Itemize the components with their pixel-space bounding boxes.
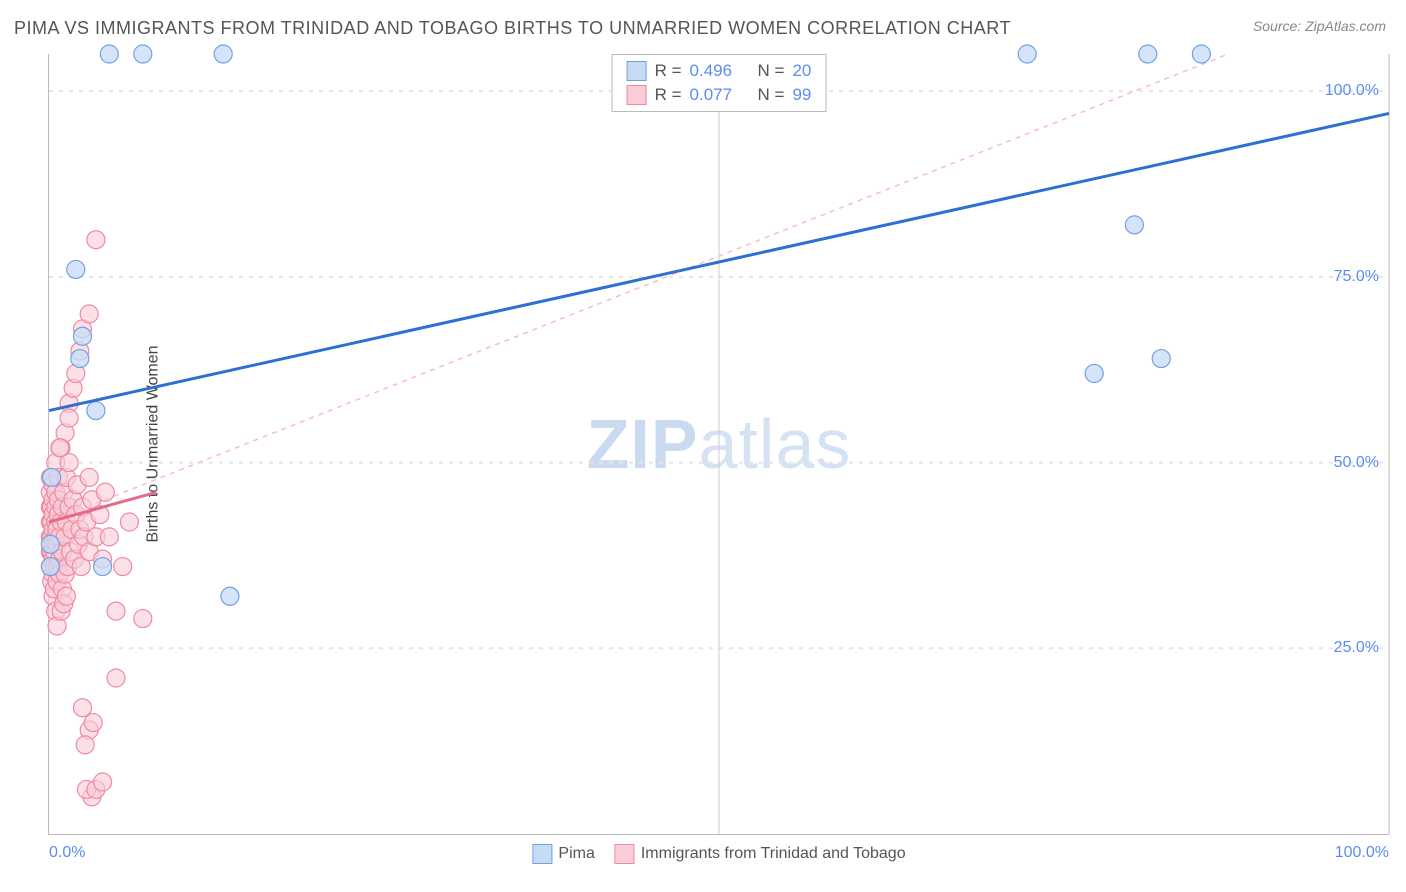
legend-label-tt: Immigrants from Trinidad and Tobago — [641, 845, 906, 863]
n-value-a: 20 — [792, 61, 811, 81]
n-value-b: 99 — [792, 85, 811, 105]
legend-swatch-tt-icon — [615, 844, 635, 864]
r-label: R = — [655, 85, 682, 105]
legend-swatch-pima — [627, 61, 647, 81]
source-label: Source: ZipAtlas.com — [1253, 18, 1386, 34]
xtick-label: 100.0% — [1335, 844, 1389, 862]
r-value-a: 0.496 — [690, 61, 733, 81]
ytick-label: 100.0% — [1325, 82, 1379, 100]
chart-title: PIMA VS IMMIGRANTS FROM TRINIDAD AND TOB… — [14, 18, 1011, 39]
r-value-b: 0.077 — [690, 85, 733, 105]
legend-item-tt: Immigrants from Trinidad and Tobago — [615, 844, 906, 864]
ytick-label: 50.0% — [1334, 454, 1379, 472]
series-legend: Pima Immigrants from Trinidad and Tobago — [532, 844, 905, 864]
n-label: N = — [758, 61, 785, 81]
r-label: R = — [655, 61, 682, 81]
xtick-label: 0.0% — [49, 844, 85, 862]
legend-row-b: R = 0.077 N = 99 — [627, 83, 812, 107]
plot-area: Births to Unmarried Women ZIPatlas R = 0… — [48, 54, 1389, 835]
n-label: N = — [758, 85, 785, 105]
legend-label-pima: Pima — [558, 845, 594, 863]
legend-swatch-pima-icon — [532, 844, 552, 864]
ytick-label: 25.0% — [1334, 639, 1379, 657]
correlation-legend: R = 0.496 N = 20 R = 0.077 N = 99 — [612, 54, 827, 112]
legend-swatch-tt — [627, 85, 647, 105]
legend-item-pima: Pima — [532, 844, 594, 864]
ytick-label: 75.0% — [1334, 268, 1379, 286]
legend-row-a: R = 0.496 N = 20 — [627, 59, 812, 83]
plot-svg — [49, 54, 1389, 834]
